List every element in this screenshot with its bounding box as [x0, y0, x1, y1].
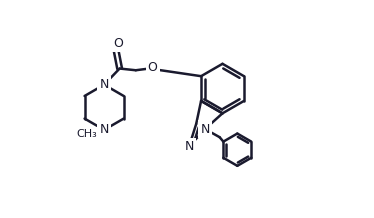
Text: N: N	[99, 123, 109, 136]
Text: N: N	[184, 140, 194, 153]
Text: N: N	[99, 78, 109, 91]
Text: O: O	[148, 61, 157, 74]
Text: O: O	[113, 37, 123, 50]
Text: N: N	[200, 123, 210, 136]
Text: CH₃: CH₃	[76, 129, 96, 139]
